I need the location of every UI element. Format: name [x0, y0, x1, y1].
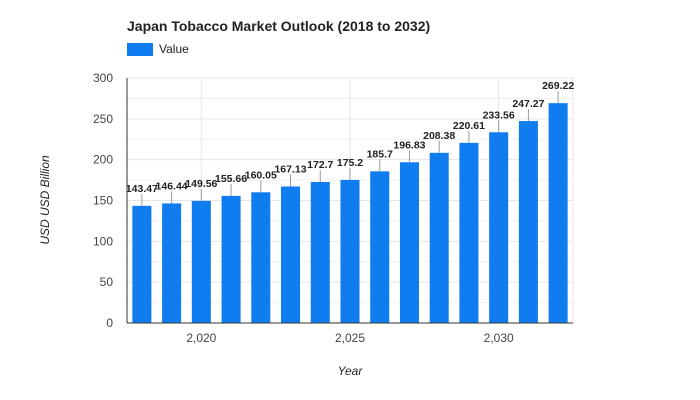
bar [548, 103, 568, 324]
y-axis-label: USD USD Billion [38, 155, 52, 245]
value-label: 167.13 [274, 164, 306, 176]
bar [221, 195, 241, 323]
y-tick-label: 150 [93, 194, 113, 208]
value-label: 146.44 [156, 180, 188, 192]
x-tick-label: 2,025 [335, 331, 365, 345]
y-tick-label: 50 [100, 275, 114, 289]
bar [399, 162, 419, 323]
bar [310, 181, 330, 323]
y-tick-label: 300 [93, 71, 113, 85]
bar [518, 121, 538, 323]
bar [281, 186, 301, 323]
y-tick-label: 200 [93, 153, 113, 167]
bar [429, 152, 449, 323]
x-axis-label: Year [337, 364, 363, 378]
y-tick-label: 0 [106, 316, 113, 330]
bar [340, 179, 360, 323]
bar [489, 132, 509, 323]
value-label: 185.7 [367, 148, 393, 160]
x-tick-label: 2,030 [484, 331, 514, 345]
value-label: 269.22 [542, 80, 574, 92]
value-label: 247.27 [512, 98, 544, 110]
y-tick-label: 250 [93, 112, 113, 126]
legend: Value [127, 42, 189, 56]
bar [251, 192, 271, 323]
bar [370, 171, 390, 323]
bar [132, 205, 152, 323]
value-label: 196.83 [393, 139, 425, 151]
value-label: 220.61 [453, 120, 485, 132]
value-label: 233.56 [483, 109, 515, 121]
value-label: 143.47 [126, 183, 158, 195]
axes: 0 50 100 150 200 250 300 2,020 2,025 2,030 [93, 71, 573, 345]
bar [191, 200, 211, 323]
value-label: 172.7 [307, 159, 333, 171]
bar [459, 142, 479, 323]
chart-title: Japan Tobacco Market Outlook (2018 to 20… [127, 18, 431, 34]
y-tick-label: 100 [93, 234, 113, 248]
legend-swatch [127, 42, 153, 56]
value-label: 155.66 [215, 173, 247, 185]
value-label: 208.38 [423, 130, 455, 142]
legend-label: Value [159, 42, 189, 56]
value-label: 149.56 [185, 178, 217, 190]
bar [162, 203, 182, 323]
x-tick-label: 2,020 [186, 331, 216, 345]
bar-series [132, 103, 568, 324]
value-label: 160.05 [245, 169, 277, 181]
value-label: 175.2 [337, 157, 363, 169]
